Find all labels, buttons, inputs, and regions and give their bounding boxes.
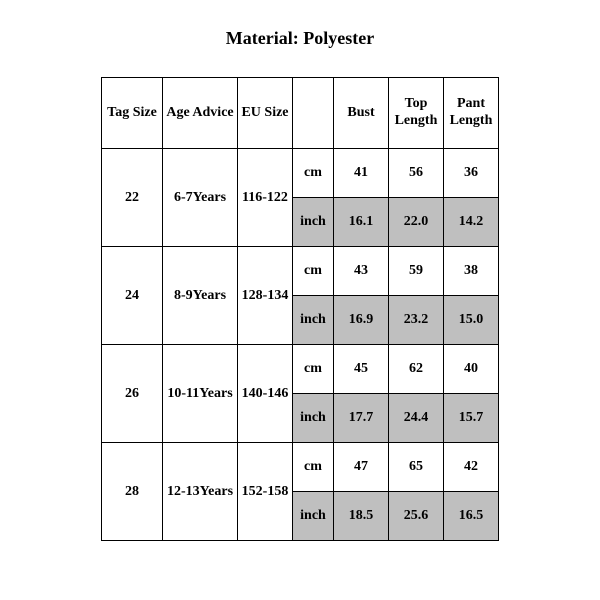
col-age-advice: Age Advice: [163, 78, 238, 149]
cell-pant: 42: [444, 443, 499, 492]
cell-tag: 22: [102, 149, 163, 247]
table-row: 24 8-9Years 128-134 cm 43 59 38: [102, 247, 499, 296]
cell-age: 10-11Years: [163, 345, 238, 443]
table-row: 22 6-7Years 116-122 cm 41 56 36: [102, 149, 499, 198]
cell-eu: 140-146: [238, 345, 293, 443]
cell-age: 6-7Years: [163, 149, 238, 247]
cell-top: 62: [389, 345, 444, 394]
cell-tag: 24: [102, 247, 163, 345]
cell-eu: 128-134: [238, 247, 293, 345]
cell-bust: 18.5: [334, 492, 389, 541]
cell-top: 56: [389, 149, 444, 198]
page-title: Material: Polyester: [0, 28, 600, 49]
cell-top: 65: [389, 443, 444, 492]
cell-tag: 26: [102, 345, 163, 443]
cell-unit: inch: [293, 198, 334, 247]
table-row: 26 10-11Years 140-146 cm 45 62 40: [102, 345, 499, 394]
cell-pant: 38: [444, 247, 499, 296]
table-body: 22 6-7Years 116-122 cm 41 56 36 inch 16.…: [102, 149, 499, 541]
cell-eu: 116-122: [238, 149, 293, 247]
cell-top: 59: [389, 247, 444, 296]
col-pant-length: Pant Length: [444, 78, 499, 149]
cell-unit: cm: [293, 345, 334, 394]
table-header-row: Tag Size Age Advice EU Size Bust Top Len…: [102, 78, 499, 149]
cell-bust: 43: [334, 247, 389, 296]
cell-tag: 28: [102, 443, 163, 541]
cell-unit: inch: [293, 296, 334, 345]
cell-bust: 16.1: [334, 198, 389, 247]
cell-pant: 15.0: [444, 296, 499, 345]
size-table: Tag Size Age Advice EU Size Bust Top Len…: [101, 77, 499, 541]
cell-pant: 40: [444, 345, 499, 394]
cell-bust: 47: [334, 443, 389, 492]
cell-top: 25.6: [389, 492, 444, 541]
cell-pant: 16.5: [444, 492, 499, 541]
cell-pant: 14.2: [444, 198, 499, 247]
cell-bust: 17.7: [334, 394, 389, 443]
cell-age: 8-9Years: [163, 247, 238, 345]
col-unit: [293, 78, 334, 149]
col-top-length: Top Length: [389, 78, 444, 149]
cell-top: 24.4: [389, 394, 444, 443]
col-bust: Bust: [334, 78, 389, 149]
cell-bust: 41: [334, 149, 389, 198]
table-row: 28 12-13Years 152-158 cm 47 65 42: [102, 443, 499, 492]
cell-unit: inch: [293, 492, 334, 541]
cell-age: 12-13Years: [163, 443, 238, 541]
col-tag-size: Tag Size: [102, 78, 163, 149]
col-eu-size: EU Size: [238, 78, 293, 149]
cell-unit: cm: [293, 247, 334, 296]
cell-top: 23.2: [389, 296, 444, 345]
cell-bust: 45: [334, 345, 389, 394]
cell-pant: 15.7: [444, 394, 499, 443]
cell-pant: 36: [444, 149, 499, 198]
cell-bust: 16.9: [334, 296, 389, 345]
cell-unit: cm: [293, 443, 334, 492]
cell-top: 22.0: [389, 198, 444, 247]
cell-eu: 152-158: [238, 443, 293, 541]
cell-unit: cm: [293, 149, 334, 198]
cell-unit: inch: [293, 394, 334, 443]
